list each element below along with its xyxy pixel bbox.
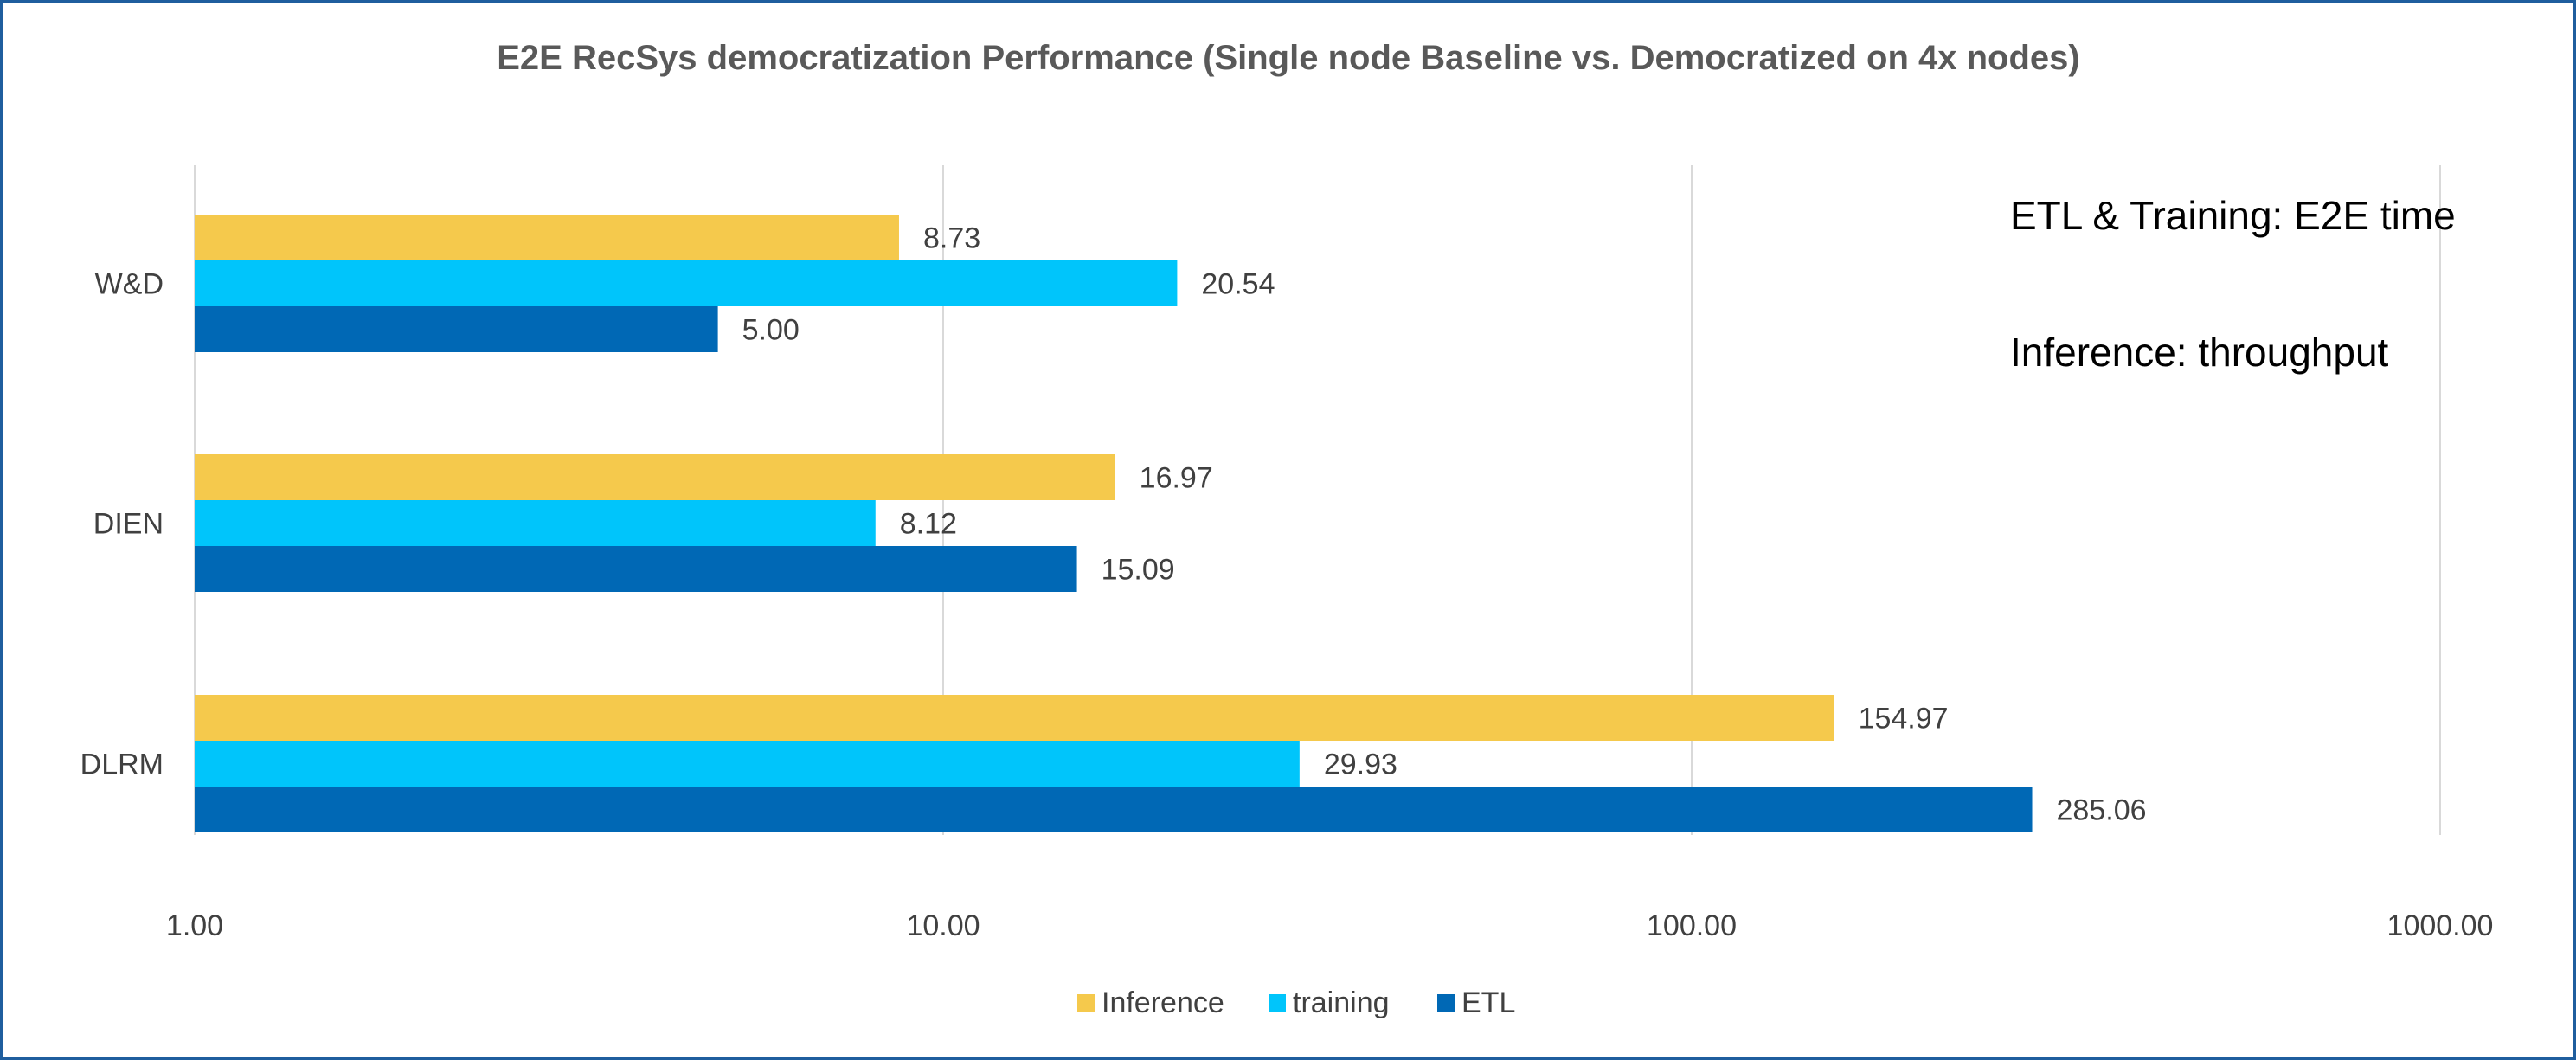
x-tick-label: 1.00 (166, 909, 223, 942)
legend-item-inference[interactable]: Inference (1077, 986, 1224, 1019)
category-axis: W&D DIEN DLRM (80, 268, 164, 781)
bar-dlrm-etl[interactable] (195, 787, 2033, 832)
bar-dlrm-training[interactable] (195, 741, 1300, 787)
data-label-dien-inference: 16.97 (1140, 462, 1213, 495)
bars (195, 215, 2033, 832)
category-label-w-d: W&D (95, 268, 164, 301)
bar-dien-inference[interactable] (195, 454, 1115, 500)
legend-label-training: training (1293, 986, 1390, 1019)
legend-label-etl: ETL (1461, 986, 1515, 1019)
data-label-w-d-training: 20.54 (1201, 268, 1275, 301)
value-axis: 1.00 10.00 100.00 1000.00 (166, 909, 2494, 942)
data-label-w-d-etl: 5.00 (742, 314, 800, 347)
legend-swatch-etl (1437, 994, 1455, 1012)
data-label-dlrm-training: 29.93 (1324, 748, 1397, 781)
data-label-dlrm-inference: 154.97 (1859, 703, 1949, 736)
x-tick-label: 10.00 (906, 909, 980, 942)
category-label-dlrm: DLRM (80, 748, 164, 781)
x-tick-label: 1000.00 (2387, 909, 2494, 942)
x-tick-label: 100.00 (1647, 909, 1737, 942)
bar-dien-training[interactable] (195, 500, 876, 546)
legend[interactable]: Inference training ETL (1077, 986, 1515, 1019)
legend-item-training[interactable]: training (1269, 986, 1390, 1019)
chart-title: E2E RecSys democratization Performance (… (497, 39, 2079, 77)
bar-w-d-training[interactable] (195, 260, 1178, 306)
annotation-inference: Inference: throughput (2010, 330, 2389, 375)
data-label-dlrm-etl: 285.06 (2057, 794, 2147, 827)
legend-swatch-training (1269, 994, 1286, 1012)
annotation-etl-training: ETL & Training: E2E time (2010, 193, 2456, 238)
category-label-dien: DIEN (93, 508, 164, 541)
legend-label-inference: Inference (1102, 986, 1224, 1019)
bar-w-d-inference[interactable] (195, 215, 899, 260)
data-label-dien-etl: 15.09 (1102, 554, 1175, 587)
bar-w-d-etl[interactable] (195, 306, 718, 352)
bar-dlrm-inference[interactable] (195, 695, 1834, 741)
data-labels: 8.73 20.54 5.00 16.97 8.12 15.09 154.97 29.93 28… (742, 222, 2147, 827)
data-label-w-d-inference: 8.73 (923, 222, 980, 255)
bar-dien-etl[interactable] (195, 546, 1077, 592)
data-label-dien-training: 8.12 (900, 508, 957, 541)
legend-swatch-inference (1077, 994, 1095, 1012)
legend-item-etl[interactable]: ETL (1437, 986, 1515, 1019)
bar-chart: E2E RecSys democratization Performance (… (80, 39, 2494, 1019)
